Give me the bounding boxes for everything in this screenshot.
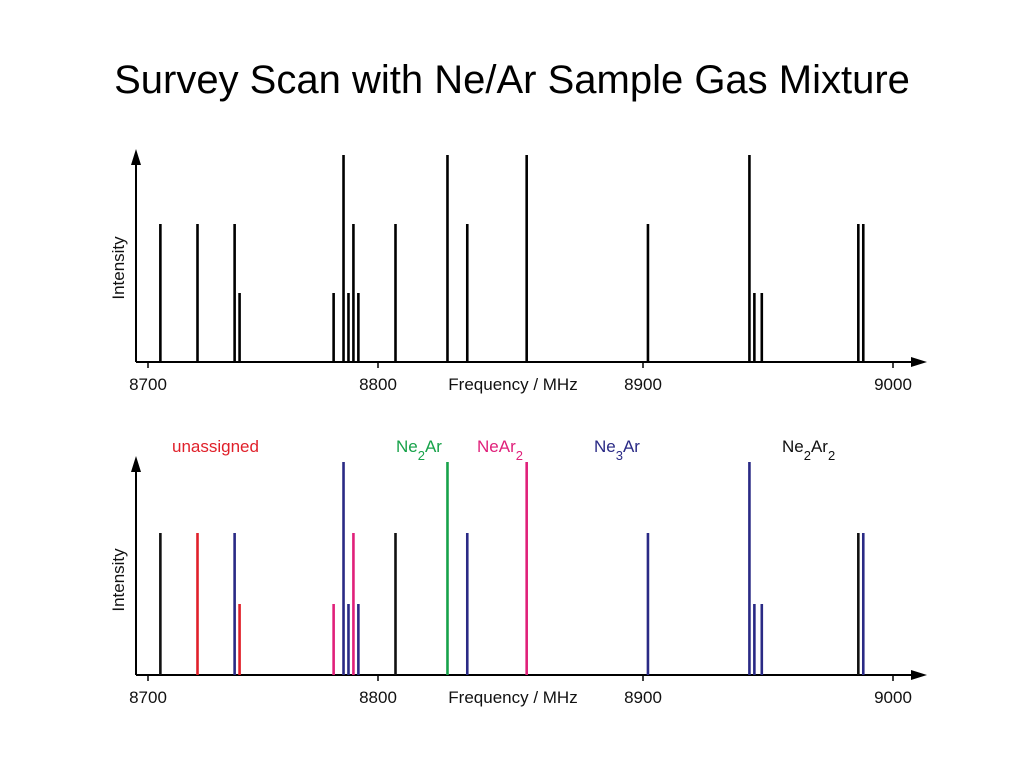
- legend-label-unassigned: unassigned: [172, 437, 259, 456]
- x-tick-label: 9000: [874, 375, 912, 394]
- x-axis-label: Frequency / MHz: [448, 375, 577, 394]
- y-axis-arrow: [131, 149, 141, 165]
- x-tick-label: 8700: [129, 375, 167, 394]
- top-spectrum-plot: 8700 8800 8900 9000 Frequency / MHz Intensity: [109, 149, 927, 394]
- page-title: Survey Scan with Ne/Ar Sample Gas Mixtur…: [114, 58, 910, 102]
- legend-label-ne3ar: Ne3Ar: [594, 437, 640, 463]
- legend-label-ne2ar2: Ne2Ar2: [782, 437, 835, 463]
- legend-label-near2: NeAr2: [477, 437, 523, 463]
- y-axis-arrow: [131, 456, 141, 472]
- x-tick-label: 8800: [359, 375, 397, 394]
- x-tick-label: 8900: [624, 688, 662, 707]
- x-tick-label: 8900: [624, 375, 662, 394]
- x-tick-label: 8700: [129, 688, 167, 707]
- x-axis-arrow: [911, 357, 927, 367]
- bottom-spectrum-plot: 8700 8800 8900 9000 Frequency / MHz Intensity…: [109, 437, 927, 707]
- x-tick-label: 8800: [359, 688, 397, 707]
- x-axis-arrow: [911, 670, 927, 680]
- x-axis-label: Frequency / MHz: [448, 688, 577, 707]
- legend-label-ne2ar: Ne2Ar: [396, 437, 442, 463]
- y-axis-label: Intensity: [109, 236, 128, 300]
- x-tick-label: 9000: [874, 688, 912, 707]
- y-axis-label: Intensity: [109, 548, 128, 612]
